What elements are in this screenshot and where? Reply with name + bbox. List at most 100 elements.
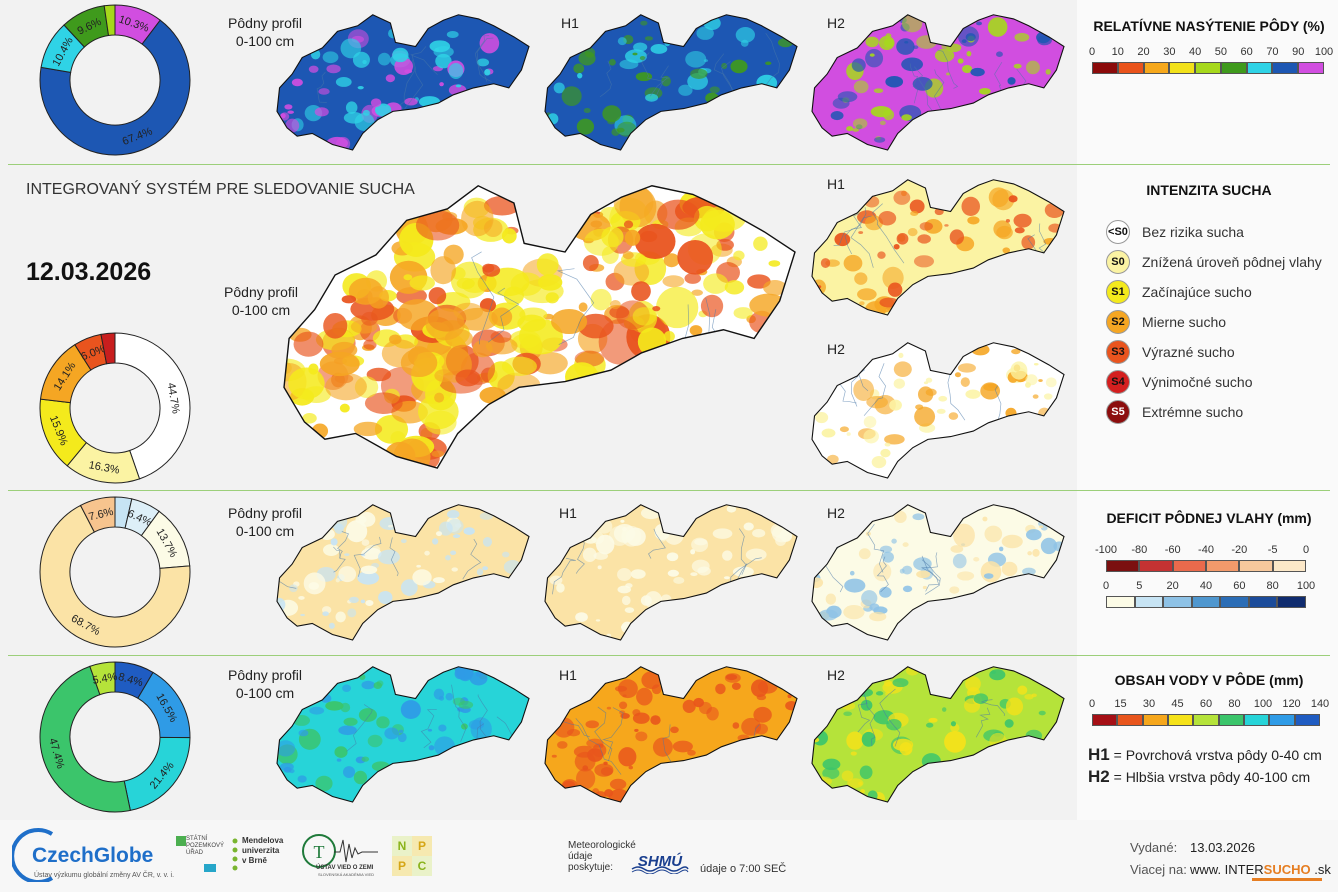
spu-logo-mark (204, 864, 216, 872)
legend-deficit-neg-scale (1106, 560, 1306, 572)
legend-tick-label: 60 (1233, 580, 1246, 592)
legend-intensity-label: Výnimočné sucho (1142, 374, 1253, 390)
legend-tick-label: 0 (1302, 544, 1310, 556)
map-intensity-h1 (810, 175, 1066, 317)
legend-color-swatch (1163, 596, 1192, 608)
legend-tick-label: -5 (1267, 544, 1278, 556)
country-border (811, 504, 1065, 641)
legend-deficit-title: DEFICIT PÔDNEJ VLAHY (mm) (1106, 510, 1312, 526)
separator (8, 490, 1330, 491)
legend-intensity-badge: S2 (1106, 310, 1130, 334)
legend-color-swatch (1220, 62, 1247, 74)
czechglobe-logo: CzechGlobe (32, 844, 154, 867)
legend-intensity-item: S1 Začínajúce sucho (1106, 280, 1252, 304)
legend-tick-label: 40 (1199, 580, 1213, 592)
legend-color-swatch (1195, 62, 1221, 74)
label-h1: H1 (559, 505, 577, 521)
legend-tick-label: 45 (1171, 698, 1184, 710)
legend-intensity-label: Začínajúce sucho (1142, 284, 1252, 300)
map-water-h2 (810, 662, 1066, 804)
legend-tick-label: 0 (1088, 698, 1096, 710)
legend-intensity-badge: S4 (1106, 370, 1130, 394)
legend-color-swatch (1239, 560, 1273, 572)
mendel-logo-icon (232, 838, 238, 871)
donut-slice-label: 16.3% (88, 459, 121, 476)
donut-slice (114, 332, 191, 480)
donut-slice-label: 44.7% (165, 382, 182, 415)
donut-water: 8.4% 16.5% 21.4% 47.4% 5.4% (39, 661, 191, 813)
website-link[interactable]: www. INTERSUCHO .sk (1190, 862, 1331, 877)
map-deficit-h1 (543, 500, 799, 642)
legend-tick-label: -80 (1131, 544, 1148, 556)
note-h1: H1 = Povrchová vrstva pôdy 0-40 cm (1088, 745, 1322, 764)
legend-color-swatch (1272, 62, 1299, 74)
legend-tick-label: 100 (1296, 580, 1316, 592)
legend-color-swatch (1142, 714, 1168, 726)
donut-intensity: 44.7% 16.3% 15.9% 14.1% 6.0% (39, 332, 191, 484)
donut-slice (89, 661, 116, 696)
label-h1: H1 (827, 176, 845, 192)
issued-date: 13.03.2026 (1190, 840, 1256, 855)
country-border (276, 14, 530, 151)
separator (8, 655, 1330, 656)
legend-tick-label: 80 (1228, 698, 1241, 710)
legend-color-swatch (1294, 714, 1320, 726)
legend-water-scale (1092, 714, 1320, 726)
country-border (276, 666, 530, 803)
legend-tick-label: -60 (1164, 544, 1181, 556)
czechglobe-logo-icon (10, 826, 60, 884)
legend-intensity-label: Mierne sucho (1142, 314, 1227, 330)
label-h2: H2 (827, 505, 845, 521)
legend-tick-label: 20 (1137, 46, 1150, 58)
mendel-logo: Mendelova univerzita v Brně (242, 836, 284, 865)
legend-intensity-item: S2 Mierne sucho (1106, 310, 1226, 334)
website-underline (1252, 878, 1322, 881)
legend-intensity-badge: S5 (1106, 400, 1130, 424)
legend-color-swatch (1205, 560, 1240, 572)
map-saturation-profile (275, 10, 531, 152)
legend-tick-label: 20 (1166, 580, 1179, 592)
country-border (276, 504, 530, 641)
legend-intensity-item: S3 Výrazné sucho (1106, 340, 1235, 364)
legend-color-swatch (1277, 596, 1306, 608)
donut-deficit: 6.4% 13.7% 68.7% 7.6% (39, 496, 191, 648)
legend-color-swatch (1248, 596, 1278, 608)
donut-slice (39, 504, 191, 648)
country-border (811, 179, 1065, 316)
legend-water-title: OBSAH VODY V PÔDE (mm) (1114, 672, 1304, 688)
map-deficit-h2 (810, 500, 1066, 642)
legend-color-swatch (1106, 596, 1135, 608)
legend-intensity-badge: S0 (1106, 250, 1130, 274)
donut-slice (39, 665, 131, 813)
donut-slice (103, 4, 116, 37)
legend-saturation-title: RELATÍVNE NASÝTENIE PÔDY (%) (1093, 18, 1325, 34)
spu-logo: STÁTNÍ POZEMKOVÝ ÚŘAD (186, 836, 225, 856)
map-region (277, 14, 529, 151)
legend-color-swatch (1243, 714, 1270, 726)
nppc-logo: N P P C (392, 836, 432, 876)
legend-intensity-label: Výrazné sucho (1142, 344, 1235, 360)
legend-intensity-label: Bez rizika sucha (1142, 224, 1244, 240)
map-intensity-h2 (810, 338, 1066, 480)
map-intensity-profile (282, 178, 797, 470)
legend-color-swatch (1117, 62, 1144, 74)
legend-color-swatch (1169, 62, 1196, 74)
legend-color-swatch (1218, 714, 1244, 726)
uvz-logo-icon: T (300, 832, 380, 882)
label-h2: H2 (827, 341, 845, 357)
uvz-logo: ÚSTAV VIED O ZEMI (316, 865, 374, 871)
country-border (544, 504, 798, 641)
label-profile: Pôdny profil 0-100 cm (228, 15, 302, 49)
donut-slice-label: 7.6% (87, 506, 114, 524)
legend-color-swatch (1220, 596, 1249, 608)
label-profile: Pôdny profil 0-100 cm (224, 284, 298, 318)
legend-tick-label: 0 (1088, 46, 1096, 58)
legend-tick-label: 0 (1102, 580, 1110, 592)
legend-intensity-item: S0 Znížená úroveň pôdnej vlahy (1106, 250, 1322, 274)
legend-color-swatch (1092, 62, 1118, 74)
legend-color-swatch (1172, 560, 1206, 572)
shmu-logo: SHMÚ (630, 850, 690, 875)
more-label: Viacej na: (1130, 862, 1187, 877)
country-border (283, 184, 796, 469)
label-profile: Pôdny profil 0-100 cm (228, 505, 302, 539)
